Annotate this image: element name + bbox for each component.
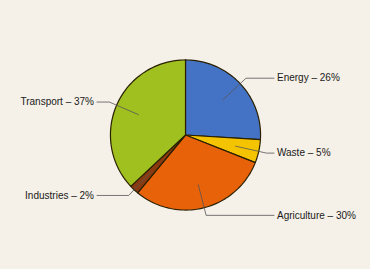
svg-text:Transport – 37%: Transport – 37% bbox=[20, 96, 94, 107]
svg-text:Energy – 26%: Energy – 26% bbox=[277, 72, 340, 83]
svg-text:Industries – 2%: Industries – 2% bbox=[25, 190, 94, 201]
svg-text:Agriculture – 30%: Agriculture – 30% bbox=[277, 210, 356, 221]
svg-text:Waste – 5%: Waste – 5% bbox=[277, 147, 331, 158]
